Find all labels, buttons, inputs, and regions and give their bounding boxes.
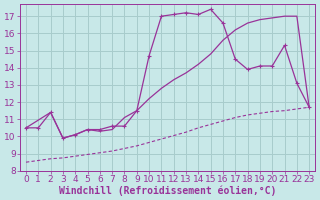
- X-axis label: Windchill (Refroidissement éolien,°C): Windchill (Refroidissement éolien,°C): [59, 185, 276, 196]
